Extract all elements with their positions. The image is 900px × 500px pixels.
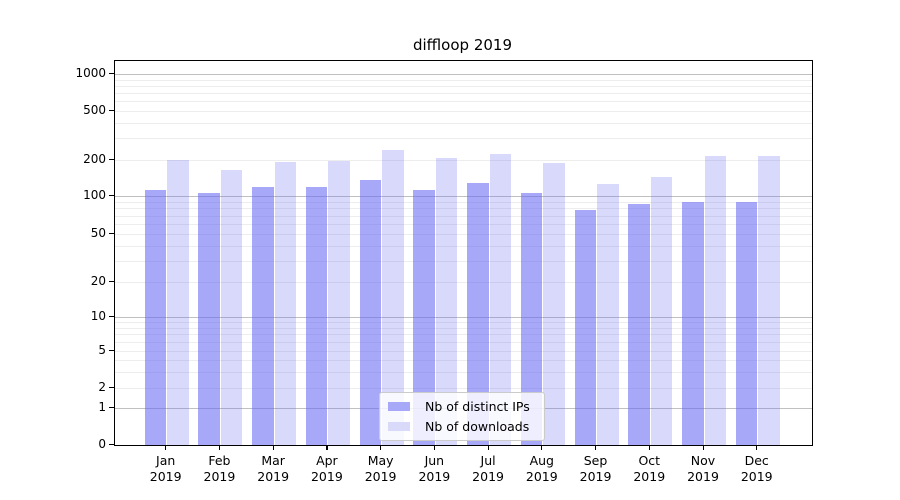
bar-distinct-ips-mar	[252, 186, 274, 445]
x-axis-month-label: Dec 2019	[740, 453, 773, 484]
gridline	[115, 215, 812, 217]
x-axis-month-label: Mar 2019	[257, 453, 290, 484]
y-axis-tick-label: 5	[98, 343, 106, 357]
x-axis-month-label: Oct 2019	[633, 453, 666, 484]
gridline	[115, 388, 812, 389]
gridline	[115, 196, 812, 197]
bar-distinct-ips-apr	[305, 187, 328, 445]
gridline	[115, 138, 812, 140]
y-axis-tick-label: 1000	[75, 66, 106, 80]
gridline	[115, 351, 812, 352]
x-axis-month-label: Aug 2019	[525, 453, 558, 484]
legend-item-distinct-ips: Nb of distinct IPs	[388, 399, 534, 414]
x-axis-month-label: Feb 2019	[203, 453, 236, 484]
bar-distinct-ips-dec	[735, 202, 758, 445]
legend-swatch-distinct-ips	[388, 402, 410, 411]
y-axis-tick-label: 100	[83, 188, 106, 202]
x-axis-month-label: Apr 2019	[310, 453, 343, 484]
bar-downloads-mar	[274, 161, 297, 445]
gridline	[115, 201, 812, 203]
y-axis-tick-label: 0	[98, 437, 106, 451]
x-axis-month-label: Jun 2019	[418, 453, 451, 484]
gridline	[115, 234, 812, 235]
bar-downloads-nov	[704, 156, 726, 445]
x-axis-month-label: Jan 2019	[149, 453, 182, 484]
gridline	[115, 93, 812, 95]
bar-downloads-jun	[435, 158, 458, 445]
gridline	[115, 327, 812, 329]
bar-distinct-ips-nov	[682, 201, 704, 445]
gridline	[115, 101, 812, 103]
gridline	[115, 208, 812, 210]
bar-distinct-ips-jul	[467, 183, 489, 445]
gridline	[115, 224, 812, 225]
gridline	[115, 282, 812, 283]
bar-downloads-aug	[543, 163, 565, 445]
bar-downloads-dec	[758, 156, 780, 445]
bar-downloads-jan	[167, 160, 189, 445]
bar-distinct-ips-oct	[628, 203, 650, 445]
bar-downloads-feb	[220, 169, 243, 445]
bar-downloads-jul	[489, 153, 512, 445]
y-axis-tick-label: 2	[98, 380, 106, 394]
gridline	[115, 322, 812, 324]
y-axis-tick-label: 50	[90, 226, 106, 240]
legend: Nb of distinct IPs Nb of downloads	[379, 392, 545, 441]
y-axis-tick-label: 500	[83, 103, 106, 117]
bar-distinct-ips-may	[359, 180, 382, 445]
gridline	[115, 111, 812, 112]
bar-distinct-ips-jan	[144, 190, 167, 445]
legend-label-distinct-ips: Nb of distinct IPs	[425, 399, 530, 414]
bar-downloads-sep	[597, 184, 619, 445]
chart-title: diffloop 2019	[412, 36, 512, 54]
gridline	[115, 317, 812, 318]
bar-distinct-ips-jun	[413, 189, 435, 445]
y-axis-tick-label: 200	[83, 152, 106, 166]
gridline	[115, 122, 812, 124]
legend-swatch-downloads	[388, 422, 410, 431]
plot-area	[114, 60, 813, 446]
bar-distinct-ips-aug	[520, 193, 543, 445]
x-axis-month-label: May 2019	[364, 453, 397, 484]
bar-distinct-ips-feb	[198, 192, 220, 445]
gridline	[115, 334, 812, 336]
bar-downloads-may	[382, 150, 404, 445]
gridline	[115, 371, 812, 373]
legend-label-downloads: Nb of downloads	[425, 419, 530, 434]
y-axis-tick-label: 1	[98, 400, 106, 414]
gridline	[115, 85, 812, 87]
y-axis-tick-label: 20	[90, 274, 106, 288]
gridline	[115, 79, 812, 81]
bar-downloads-apr	[328, 161, 350, 445]
x-axis-month-label: Jul 2019	[472, 453, 504, 484]
gridline	[115, 245, 812, 247]
gridline	[115, 260, 812, 262]
bar-distinct-ips-sep	[574, 210, 597, 445]
gridline	[115, 360, 812, 361]
y-axis-tick-label: 10	[90, 309, 106, 323]
gridline	[115, 342, 812, 344]
gridline	[115, 160, 812, 161]
x-axis-month-label: Nov 2019	[687, 453, 719, 484]
legend-item-downloads: Nb of downloads	[388, 419, 534, 434]
gridline	[115, 74, 812, 75]
x-axis-month-label: Sep 2019	[579, 453, 612, 484]
bar-downloads-oct	[650, 177, 673, 445]
